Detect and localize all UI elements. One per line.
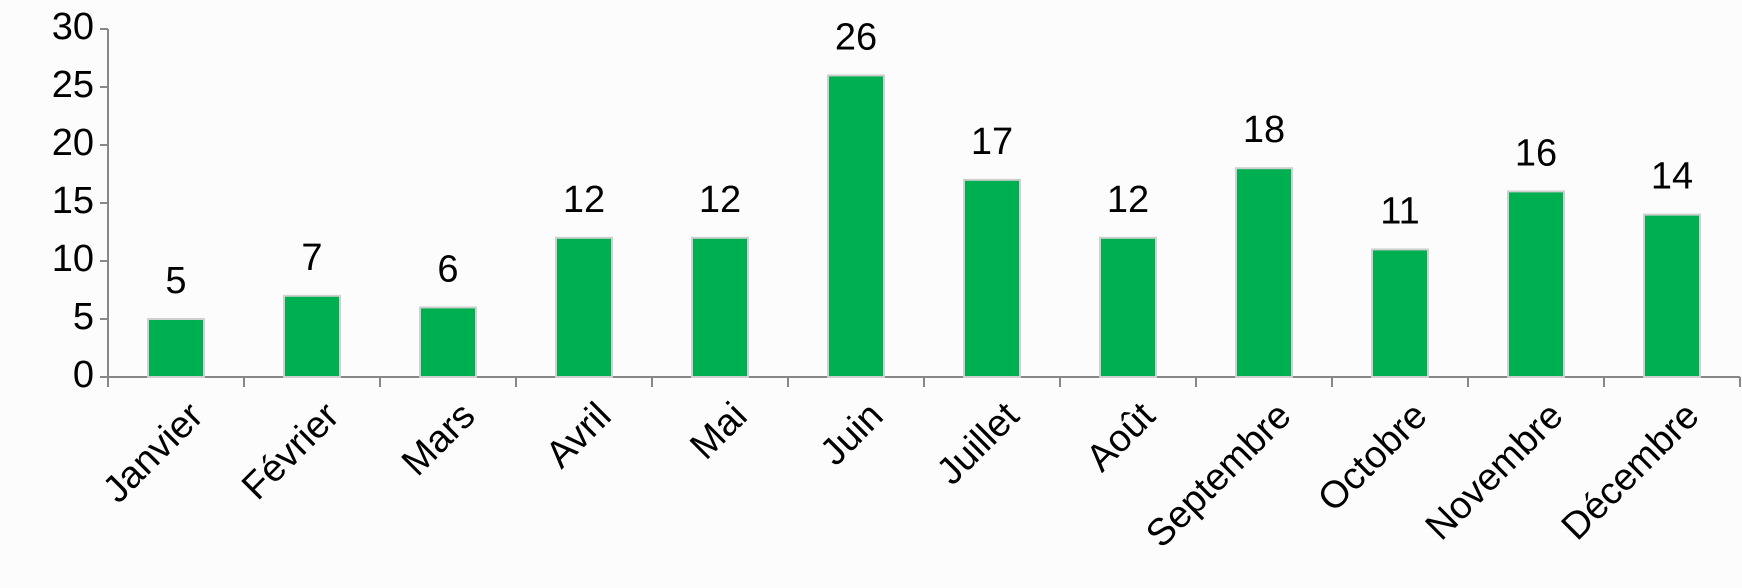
- bar: [555, 236, 613, 378]
- data-label: 7: [301, 237, 322, 279]
- y-tick-label: 15: [52, 180, 94, 222]
- data-label: 18: [1243, 109, 1285, 151]
- data-label: 14: [1651, 156, 1693, 198]
- data-label: 5: [165, 260, 186, 302]
- x-tick-label: Avril: [538, 395, 619, 476]
- x-tick-label: Octobre: [1310, 395, 1435, 520]
- x-tick-label: Janvier: [95, 395, 212, 512]
- bar: [147, 318, 205, 378]
- data-label: 12: [699, 179, 741, 221]
- x-tick-label: Novembre: [1418, 395, 1572, 549]
- x-tick-label: Juillet: [929, 394, 1028, 493]
- y-tick-label: 5: [73, 296, 94, 338]
- data-label: 11: [1380, 190, 1419, 232]
- x-tick-label: Août: [1078, 394, 1163, 479]
- y-tick-label: 0: [73, 354, 94, 396]
- data-label: 12: [563, 179, 605, 221]
- data-label: 26: [835, 16, 877, 58]
- bar: [827, 74, 885, 379]
- x-tick-label: Décembre: [1554, 395, 1708, 549]
- data-label: 12: [1107, 179, 1149, 221]
- bar: [963, 178, 1021, 378]
- bar: [691, 236, 749, 378]
- data-label: 17: [971, 121, 1013, 163]
- bar: [283, 294, 341, 378]
- bar: [1371, 248, 1429, 378]
- x-tick-label: Septembre: [1138, 395, 1299, 556]
- x-tick-label: Février: [234, 395, 348, 509]
- bar: [1643, 213, 1701, 378]
- x-tick-label: Mai: [682, 395, 755, 468]
- y-tick-label: 30: [52, 6, 94, 48]
- y-tick-label: 20: [52, 122, 94, 164]
- bar: [1099, 236, 1157, 378]
- x-tick-label: Juin: [812, 395, 891, 474]
- bar: [419, 306, 477, 378]
- y-tick-label: 10: [52, 238, 94, 280]
- bar: [1507, 190, 1565, 378]
- y-tick-label: 25: [52, 64, 94, 106]
- x-tick-label: Mars: [394, 395, 483, 484]
- data-label: 16: [1515, 132, 1557, 174]
- bar: [1235, 167, 1293, 378]
- data-label: 6: [437, 248, 458, 290]
